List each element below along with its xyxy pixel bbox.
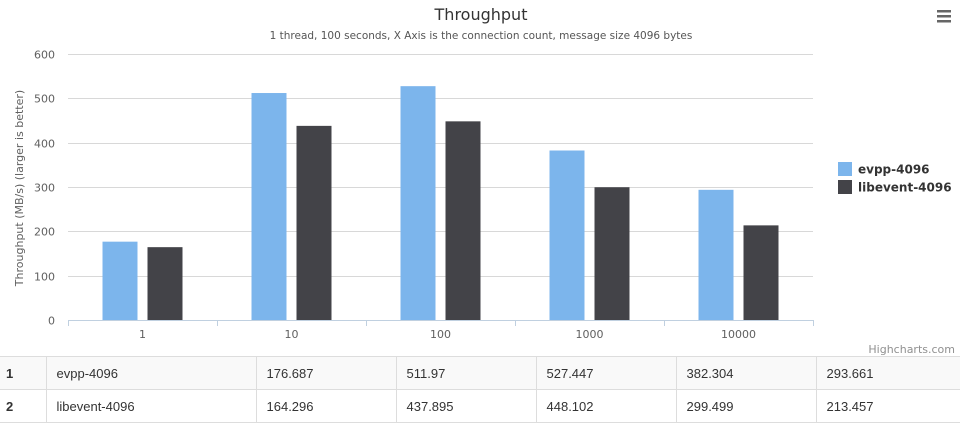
table-cell: 382.304 — [675, 356, 816, 390]
x-axis — [68, 320, 814, 326]
table-row: 2 libevent-4096 164.296 437.895 448.102 … — [0, 389, 960, 423]
bar-evpp-4096-1 — [102, 241, 138, 320]
legend: evpp-4096 libevent-4096 — [838, 162, 952, 195]
table-cell: 448.102 — [535, 389, 676, 423]
table-cell: 164.296 — [255, 389, 396, 423]
throughput-chart: Throughput 1 thread, 100 seconds, X Axis… — [13, 4, 956, 356]
y-tick-label: 0 — [48, 315, 55, 328]
x-tick-label: 10 — [285, 328, 299, 341]
bar-evpp-4096-1000 — [549, 150, 585, 320]
y-tick-label: 600 — [34, 49, 55, 62]
bar-evpp-4096-10000 — [698, 189, 734, 320]
row-index: 1 — [0, 356, 46, 390]
y-tick-label: 200 — [34, 226, 55, 239]
legend-swatch — [838, 162, 852, 176]
row-name: libevent-4096 — [45, 389, 256, 423]
table-cell: 437.895 — [395, 389, 536, 423]
table-cell: 299.499 — [675, 389, 816, 423]
table-row: 1 evpp-4096 176.687 511.97 527.447 382.3… — [0, 356, 960, 390]
y-axis-ticks: 0 100 200 300 400 500 600 — [34, 49, 55, 328]
legend-swatch — [838, 180, 852, 194]
table-cell: 213.457 — [815, 389, 960, 423]
table-cell: 293.661 — [815, 356, 960, 390]
row-name: evpp-4096 — [45, 356, 256, 390]
x-tick-label: 100 — [430, 328, 451, 341]
bar-evpp-4096-100 — [400, 86, 436, 320]
bar-libevent-4096-10000 — [743, 225, 779, 320]
bar-libevent-4096-1 — [147, 247, 183, 320]
x-tick-label: 1000 — [576, 328, 604, 341]
table-cell: 511.97 — [395, 356, 536, 390]
grid-lines — [68, 54, 813, 277]
y-tick-label: 500 — [34, 93, 55, 106]
bar-evpp-4096-10 — [251, 93, 287, 320]
y-tick-label: 400 — [34, 138, 55, 151]
data-table: 1 evpp-4096 176.687 511.97 527.447 382.3… — [0, 356, 960, 423]
chart-title: Throughput — [434, 5, 528, 24]
chart-menu-button[interactable] — [930, 4, 956, 28]
bars — [102, 86, 779, 320]
bar-libevent-4096-100 — [445, 121, 481, 320]
bar-libevent-4096-1000 — [594, 187, 630, 320]
bar-libevent-4096-10 — [296, 125, 332, 320]
y-tick-label: 100 — [34, 271, 55, 284]
y-axis-title: Throughput (MB/s) (larger is better) — [13, 90, 26, 287]
x-tick-label: 1 — [139, 328, 146, 341]
y-tick-label: 300 — [34, 182, 55, 195]
legend-label: evpp-4096 — [858, 163, 930, 177]
row-index: 2 — [0, 389, 46, 423]
legend-label: libevent-4096 — [858, 181, 952, 195]
table-cell: 176.687 — [255, 356, 396, 390]
chart-subtitle: 1 thread, 100 seconds, X Axis is the con… — [270, 30, 693, 42]
hamburger-menu-icon — [937, 10, 951, 23]
table-cell: 527.447 — [535, 356, 676, 390]
x-tick-label: 10000 — [721, 328, 756, 341]
x-axis-ticks: 1 10 100 1000 10000 — [139, 328, 756, 341]
credits-link[interactable]: Highcharts.com — [868, 343, 955, 356]
